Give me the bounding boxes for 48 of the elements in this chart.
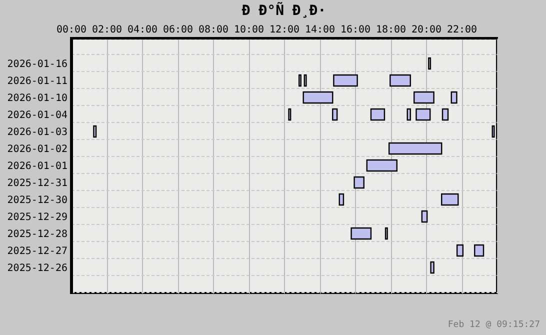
x-tick-label: 20:00 <box>411 24 442 36</box>
y-tick-label: 2025-12-31 <box>7 178 68 189</box>
x-tick-label: 02:00 <box>92 24 122 36</box>
y-tick-label: 2025-12-28 <box>7 229 68 240</box>
x-tick-label: 14:00 <box>304 24 336 36</box>
y-tick-label: 2026-01-03 <box>7 127 68 138</box>
x-tick-label: 22:00 <box>446 24 478 36</box>
y-tick-label: 2025-12-29 <box>7 212 68 223</box>
bar <box>366 159 398 172</box>
bar <box>333 74 358 87</box>
y-tick-label: 2025-12-30 <box>7 195 68 206</box>
text: Feb 12 @ 09:15:27 <box>448 320 540 330</box>
bar <box>302 91 334 104</box>
bar <box>450 91 458 104</box>
x-tick-label: 00:00 <box>56 24 87 36</box>
bar <box>354 176 364 189</box>
bar <box>93 125 97 138</box>
x-tick-label: 10:00 <box>234 24 264 36</box>
bar <box>442 108 449 121</box>
x-tick-label: 06:00 <box>162 24 194 36</box>
y-tick-label: 2026-01-04 <box>7 110 68 121</box>
x-tick-label: 16:00 <box>340 24 371 36</box>
bar <box>338 193 344 206</box>
y-tick-label: 2026-01-16 <box>7 59 68 70</box>
y-tick-label: 2026-01-02 <box>7 144 68 155</box>
x-tick-label: 08:00 <box>198 24 229 36</box>
bar <box>414 91 434 104</box>
y-tick-label: 2026-01-11 <box>7 76 68 87</box>
y-tick-label: 2026-01-01 <box>7 161 68 172</box>
bar <box>350 227 372 240</box>
x-tick-label: 04:00 <box>127 24 158 36</box>
y-tick-label: 2025-12-26 <box>7 263 68 274</box>
bar <box>406 108 411 121</box>
bar <box>430 261 434 274</box>
x-tick-label: 18:00 <box>376 24 406 36</box>
bar <box>456 244 464 257</box>
bar <box>390 74 411 87</box>
bar <box>332 108 338 121</box>
bar <box>416 108 431 121</box>
y-tick-label: 2025-12-27 <box>7 246 68 257</box>
bar <box>421 210 428 223</box>
bar <box>370 108 386 121</box>
x-tick-label: 12:00 <box>269 24 300 36</box>
y-tick-label: 2026-01-10 <box>7 93 68 104</box>
bar <box>441 193 459 206</box>
chart-title: Ð Ð°Ñ Ð¸Ð· <box>242 2 326 19</box>
bar <box>388 142 442 155</box>
bar <box>474 244 484 257</box>
